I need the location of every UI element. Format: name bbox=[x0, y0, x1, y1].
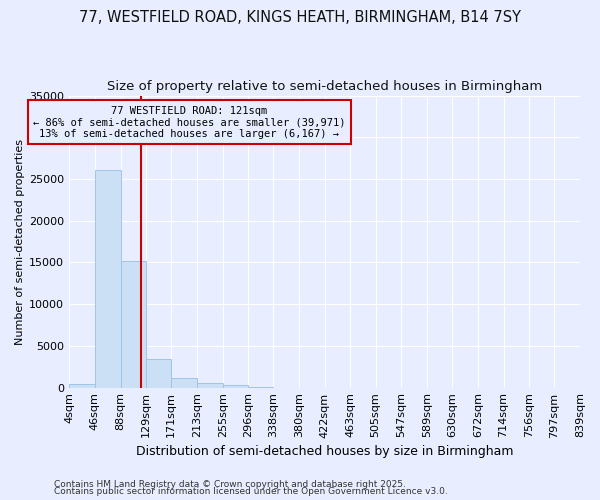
Bar bbox=[197, 384, 223, 388]
Text: Contains public sector information licensed under the Open Government Licence v3: Contains public sector information licen… bbox=[54, 487, 448, 496]
X-axis label: Distribution of semi-detached houses by size in Birmingham: Distribution of semi-detached houses by … bbox=[136, 444, 514, 458]
Bar bbox=[69, 384, 95, 388]
Bar bbox=[95, 170, 121, 388]
Bar bbox=[121, 261, 146, 388]
Bar bbox=[172, 378, 197, 388]
Text: 77, WESTFIELD ROAD, KINGS HEATH, BIRMINGHAM, B14 7SY: 77, WESTFIELD ROAD, KINGS HEATH, BIRMING… bbox=[79, 10, 521, 25]
Text: Contains HM Land Registry data © Crown copyright and database right 2025.: Contains HM Land Registry data © Crown c… bbox=[54, 480, 406, 489]
Bar bbox=[223, 385, 248, 388]
Bar bbox=[146, 359, 172, 388]
Text: 77 WESTFIELD ROAD: 121sqm
← 86% of semi-detached houses are smaller (39,971)
13%: 77 WESTFIELD ROAD: 121sqm ← 86% of semi-… bbox=[33, 106, 346, 139]
Title: Size of property relative to semi-detached houses in Birmingham: Size of property relative to semi-detach… bbox=[107, 80, 542, 93]
Y-axis label: Number of semi-detached properties: Number of semi-detached properties bbox=[15, 138, 25, 344]
Bar bbox=[248, 386, 274, 388]
